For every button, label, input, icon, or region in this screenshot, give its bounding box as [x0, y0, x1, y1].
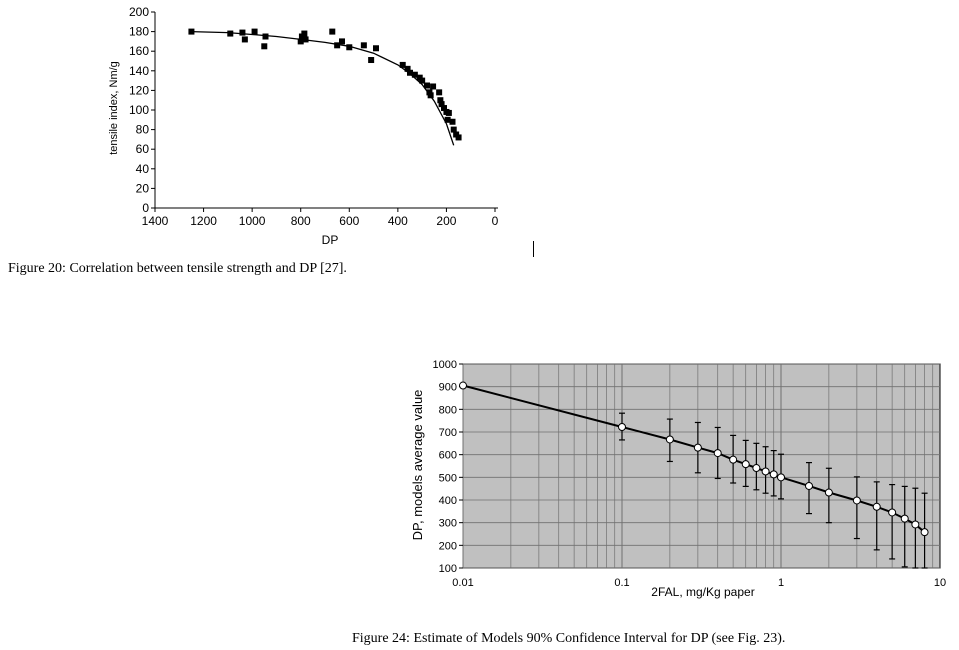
figure24-data-point: [852, 496, 861, 505]
figure20-y-tick-label: 20: [136, 181, 150, 195]
figure20-data-point: [455, 134, 462, 141]
figure20-data-point: [368, 57, 375, 64]
figure20-data-point: [436, 89, 443, 96]
figure20-data-point: [329, 28, 336, 35]
figure24-data-point: [888, 508, 897, 517]
figure20-y-tick-label: 100: [129, 103, 149, 117]
figure20-caption: Figure 20: Correlation between tensile s…: [8, 261, 347, 276]
figure20-y-tick-label: 200: [129, 5, 149, 19]
figure24-y-tick-label: 600: [439, 450, 457, 462]
figure24-data-point: [729, 455, 738, 464]
figure20-data-point: [262, 33, 269, 40]
figure24-data-point: [665, 435, 674, 444]
figure20-x-tick-label: 1200: [190, 214, 217, 228]
figure20-data-point: [437, 97, 444, 104]
figure24-x-tick-label: 0.01: [452, 577, 473, 589]
figure20-data-point: [407, 69, 413, 76]
figure20-data-point: [261, 43, 268, 50]
figure24-x-tick-label: 10: [934, 577, 946, 589]
figure24-x-tick-label: 0.1: [614, 577, 629, 589]
figure20-data-point: [373, 45, 379, 52]
figure20-data-point: [241, 36, 248, 43]
figure24-data-point: [769, 470, 778, 479]
figure20-data-point: [346, 44, 353, 51]
figure20-data-point: [302, 36, 309, 43]
figure24-plot-area: 100 200 300 400 500 600 700 800 900 1000 0.01 0.1 1 1…: [433, 359, 947, 589]
figure24-data-point: [804, 481, 813, 490]
figure24-y-tick-label: 400: [439, 495, 457, 507]
figure24-data-point: [872, 502, 881, 511]
figure24-y-tick-label: 300: [439, 518, 457, 530]
figure24-data-point: [777, 473, 785, 482]
figure24-y-tick-label: 200: [439, 540, 457, 552]
figure20-data-point: [441, 105, 447, 112]
figure20-data-point: [419, 77, 426, 84]
figure24-x-tick-label: 1: [778, 577, 784, 589]
figure20-x-tick-label: 400: [388, 214, 408, 228]
figure20-y-tick-label: 80: [136, 123, 150, 137]
figure20-data-point: [360, 42, 367, 49]
figure24-x-axis-label: 2FAL, mg/Kg paper: [651, 585, 754, 599]
figure24-data-point: [693, 443, 702, 452]
figure24-data-point: [459, 381, 467, 390]
figure20-data-point: [188, 28, 195, 35]
figure20-data-point: [301, 30, 308, 37]
text-cursor-mark: [533, 241, 534, 257]
figure20-y-tick-label: 160: [129, 44, 149, 58]
figure20-data-point: [251, 28, 258, 35]
figure20-data-point: [445, 109, 452, 116]
figure20-data-point: [239, 29, 246, 36]
figure20-y-axis-label: tensile index, Nm/g: [108, 61, 120, 155]
figure24-data-point: [741, 460, 750, 469]
figure20-y-tick-label: 140: [129, 64, 149, 78]
figure24-y-tick-label: 500: [439, 472, 457, 484]
figure20-x-tick-label: 1000: [239, 214, 266, 228]
figure20-x-tick-label: 1400: [142, 214, 169, 228]
figure20-plot-area: 0 20 40 60 80 100 120 140 160 180 200 1400 1200 1000 8…: [129, 5, 499, 228]
figure20-data-point: [427, 92, 434, 99]
figure20-chart: 0 20 40 60 80 100 120 140 160 180 200 1400 1200 1000 8…: [108, 5, 499, 247]
figure20-data-point: [449, 118, 456, 125]
figure20-data-point: [404, 65, 411, 72]
figure24-y-tick-label: 700: [439, 427, 457, 439]
figure24-data-point: [911, 520, 920, 529]
figure20-data-point: [339, 38, 345, 45]
figure20-data-point: [297, 38, 304, 45]
figure20-data-point: [430, 83, 437, 90]
figure24-data-point: [900, 514, 909, 523]
figure24-chart: 100 200 300 400 500 600 700 800 900 1000 0.01 0.1 1 1…: [410, 359, 947, 599]
figure24-y-tick-label: 800: [439, 404, 457, 416]
figure24-y-axis-label: DP, models average value: [410, 390, 425, 541]
figure20-data-point: [450, 126, 457, 133]
figure24-data-point: [761, 467, 770, 476]
figure20-data-point: [334, 42, 341, 49]
figure20-trend-line: [191, 30, 455, 146]
figure24-plot-background: [462, 363, 941, 569]
figure20-x-tick-label: 600: [339, 214, 359, 228]
figure24-data-point: [618, 423, 626, 432]
figure20-x-tick-label: 0: [492, 214, 499, 228]
figure24-data-point: [752, 464, 761, 473]
figure20-data-point: [438, 101, 445, 108]
figure24-data-point: [713, 449, 722, 458]
figure20-data-point: [444, 116, 451, 123]
figure20-y-tick-label: 0: [142, 201, 149, 215]
figure24-data-point: [920, 528, 929, 537]
figure24-caption: Figure 24: Estimate of Models 90% Confid…: [352, 631, 786, 646]
figure24-y-tick-label: 100: [439, 563, 457, 575]
figure20-x-tick-label: 800: [291, 214, 311, 228]
figure20-y-tick-label: 60: [136, 142, 150, 156]
figure20-data-point: [227, 30, 234, 37]
figure20-data-point: [411, 71, 418, 78]
figure20-x-tick-label: 200: [436, 214, 456, 228]
figure24-y-tick-label: 900: [439, 382, 457, 394]
figure20-data-point: [399, 61, 406, 68]
figure24-data-point: [824, 488, 833, 497]
figure20-y-tick-label: 120: [129, 83, 149, 97]
figure24-y-tick-label: 1000: [433, 359, 457, 371]
figure20-x-axis-label: DP: [322, 233, 339, 247]
figure20-data-point: [424, 82, 430, 89]
figure20-y-tick-label: 40: [136, 162, 150, 176]
figure20-y-tick-label: 180: [129, 25, 149, 39]
